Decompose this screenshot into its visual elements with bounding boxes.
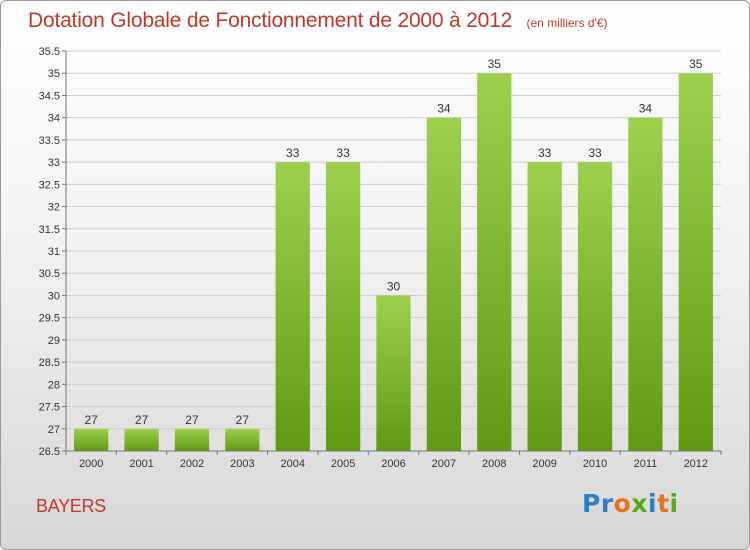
x-tick-label: 2010: [583, 458, 607, 470]
data-label-2008: 35: [488, 57, 502, 71]
x-tick-label: 2008: [482, 458, 506, 470]
bar-2004: [275, 162, 310, 451]
logo-letter: x: [631, 489, 648, 518]
y-tick-label: 34: [48, 113, 60, 125]
x-tick-label: 2003: [230, 458, 254, 470]
data-label-2005: 33: [336, 146, 350, 160]
bar-2005: [325, 162, 361, 451]
data-label-2002: 27: [185, 413, 199, 427]
y-tick-label: 31.5: [39, 224, 60, 236]
y-tick-label: 29.5: [39, 313, 60, 325]
bar-2003: [225, 428, 260, 451]
data-label-2009: 33: [538, 146, 552, 160]
x-tick-label: 2012: [684, 458, 708, 470]
bar-2008: [477, 73, 512, 451]
y-tick-label: 32: [48, 202, 60, 214]
data-label-2006: 30: [387, 279, 401, 293]
x-tick-label: 2011: [634, 458, 658, 470]
y-tick-label: 34.5: [39, 90, 60, 102]
y-tick-label: 30: [48, 290, 60, 302]
bar-2000: [74, 428, 109, 451]
logo-letter: t: [657, 489, 670, 518]
y-tick-label: 29: [48, 335, 60, 347]
chart-title: Dotation Globale de Fonctionnement de 20…: [28, 9, 513, 32]
x-tick-label: 2000: [79, 458, 103, 470]
logo-letter: P: [582, 489, 601, 518]
data-label-2000: 27: [85, 413, 99, 427]
x-tick-label: 2007: [432, 458, 456, 470]
y-tick-label: 33: [48, 157, 60, 169]
bar-2009: [527, 162, 562, 451]
logo-letter: i: [648, 489, 658, 518]
data-label-2010: 33: [588, 146, 602, 160]
y-tick-label: 35: [48, 68, 60, 80]
bar-2010: [577, 162, 613, 451]
logo-letter: i: [669, 489, 679, 518]
commune-name: BAYERS: [36, 496, 106, 516]
y-tick-label: 32.5: [39, 179, 60, 191]
y-tick-label: 28: [48, 379, 60, 391]
y-tick-label: 35.5: [39, 46, 60, 58]
x-tick-label: 2001: [129, 458, 153, 470]
title-row: Dotation Globale de Fonctionnement de 20…: [28, 9, 608, 33]
x-axis: 2000 2001 2002 2003 2004 2005 2006 2007 2008 2009…: [65, 450, 722, 470]
bars: 27 27 27 27 33 33 30 34 35 33 33 34 35: [74, 57, 713, 452]
y-tick-label: 30.5: [39, 268, 60, 280]
y-tick-label: 27.5: [39, 402, 60, 414]
data-label-2007: 34: [437, 102, 451, 116]
x-tick-label: 2002: [180, 458, 204, 470]
y-axis: 26.5 27 27.5 28 28.5 29 29.5 30 30.5 31 31.5 32 32.5…: [39, 46, 67, 458]
data-label-2004: 33: [286, 146, 300, 160]
data-label-2001: 27: [135, 413, 149, 427]
bar-2001: [124, 428, 159, 451]
data-label-2011: 34: [639, 102, 653, 116]
data-label-2012: 35: [689, 57, 703, 71]
logo-letter: r: [600, 489, 614, 518]
bar-2012: [678, 73, 713, 451]
x-tick-label: 2006: [381, 458, 405, 470]
bar-2011: [628, 117, 663, 452]
y-tick-label: 26.5: [39, 446, 60, 458]
y-tick-label: 33.5: [39, 135, 60, 147]
x-tick-label: 2009: [532, 458, 556, 470]
bar-2007: [426, 117, 462, 452]
proxiti-logo[interactable]: Proxiti: [582, 489, 679, 518]
bar-2006: [376, 295, 411, 451]
bar-2002: [174, 428, 210, 451]
x-tick-label: 2005: [331, 458, 355, 470]
y-tick-label: 28.5: [39, 357, 60, 369]
data-label-2003: 27: [236, 413, 250, 427]
chart-subtitle: (en milliers d'€): [526, 16, 608, 30]
y-tick-label: 27: [48, 424, 60, 436]
logo-letter: o: [613, 489, 632, 518]
x-tick-label: 2004: [280, 458, 304, 470]
y-tick-label: 31: [48, 246, 60, 258]
